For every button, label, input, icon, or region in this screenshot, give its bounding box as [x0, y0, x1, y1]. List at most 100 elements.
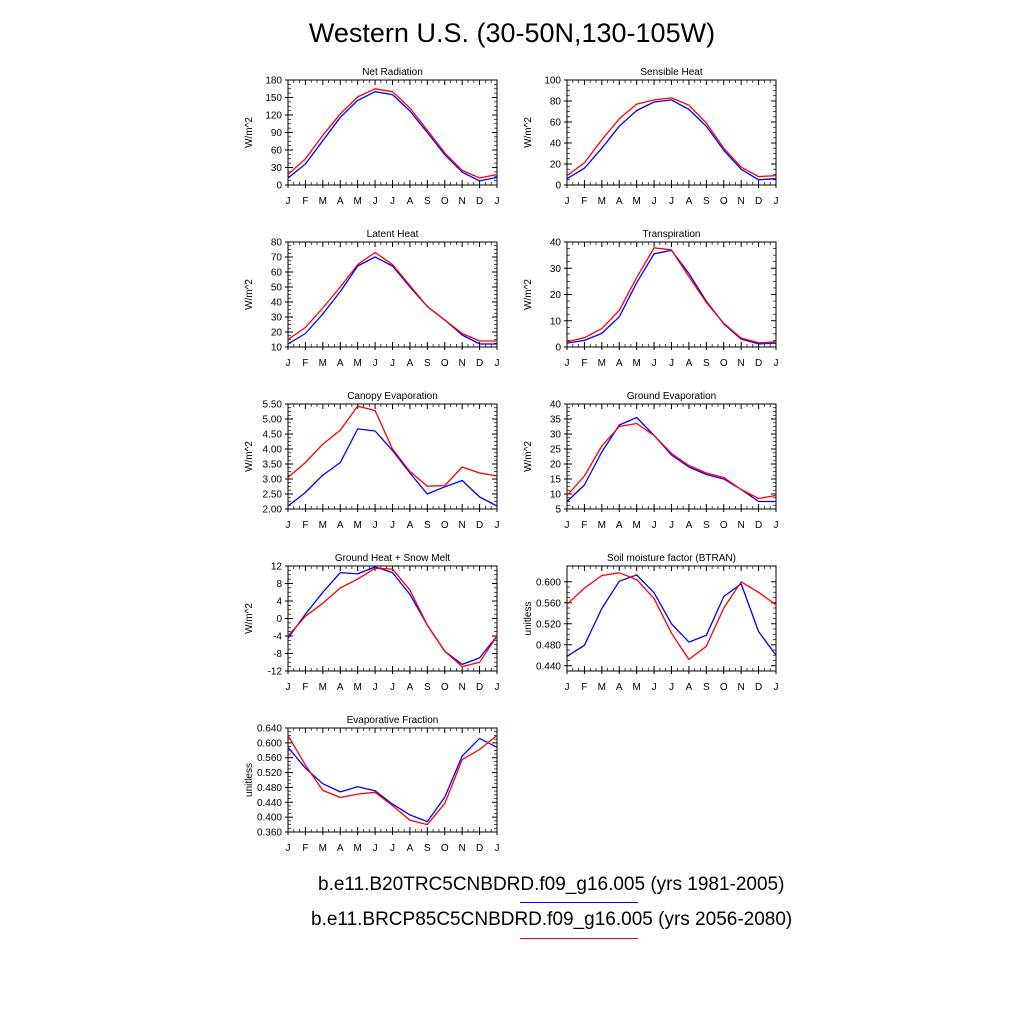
y-tick-label: 4: [276, 597, 282, 608]
x-tick-label: A: [407, 520, 414, 531]
x-tick-label: A: [337, 358, 344, 369]
x-tick-label: J: [373, 196, 378, 207]
y-tick-label: 0.440: [257, 798, 282, 809]
x-tick-label: J: [495, 358, 500, 369]
x-tick-label: O: [720, 520, 728, 531]
x-tick-label: A: [407, 196, 414, 207]
x-tick-label: D: [476, 196, 483, 207]
plot-frame: [566, 241, 777, 348]
plot-frame: [287, 241, 498, 348]
x-tick-label: J: [286, 196, 291, 207]
panel-title: Net Radiation: [362, 67, 423, 78]
series-line-1: [566, 416, 776, 503]
legend-swatch-1: [520, 902, 638, 903]
y-tick-label: 0.440: [536, 661, 561, 672]
y-tick-label: -12: [268, 667, 283, 678]
x-tick-label: M: [598, 682, 606, 693]
y-tick-label: 8: [276, 579, 282, 590]
y-tick-label: 80: [550, 97, 562, 108]
x-tick-label: M: [353, 520, 361, 531]
x-tick-label: J: [669, 520, 674, 531]
x-tick-label: J: [495, 196, 500, 207]
y-tick-label: 0: [276, 614, 282, 625]
x-tick-label: N: [738, 520, 745, 531]
x-tick-label: M: [319, 682, 327, 693]
y-tick-label: 70: [271, 253, 283, 264]
y-axis-label: W/m^2: [244, 279, 255, 310]
y-tick-label: 4.50: [263, 430, 283, 441]
plot-frame: [287, 403, 498, 510]
x-tick-label: A: [337, 682, 344, 693]
x-tick-label: N: [459, 196, 466, 207]
y-axis-label: W/m^2: [244, 603, 255, 634]
y-tick-label: 40: [271, 298, 283, 309]
panel-title: Latent Heat: [367, 229, 419, 240]
x-tick-label: F: [581, 358, 587, 369]
y-tick-label: 80: [271, 238, 283, 249]
series-line-2: [287, 88, 498, 179]
series-line-2: [566, 572, 777, 661]
x-tick-label: J: [495, 843, 500, 854]
x-tick-label: M: [632, 358, 640, 369]
y-tick-label: 0.600: [536, 577, 561, 588]
legend-swatch-2: [520, 938, 638, 939]
x-tick-label: J: [495, 520, 500, 531]
x-tick-label: J: [774, 196, 779, 207]
x-tick-label: J: [652, 682, 657, 693]
x-tick-label: D: [755, 682, 762, 693]
x-tick-label: N: [738, 682, 745, 693]
x-tick-label: J: [774, 358, 779, 369]
x-tick-label: A: [337, 196, 344, 207]
x-tick-label: A: [407, 843, 414, 854]
x-tick-label: J: [373, 358, 378, 369]
y-tick-label: 120: [265, 111, 282, 122]
x-tick-label: A: [616, 196, 623, 207]
series-line-1: [566, 99, 777, 181]
x-tick-label: O: [720, 358, 728, 369]
y-tick-label: 30: [550, 264, 562, 275]
page-title: Western U.S. (30-50N,130-105W): [308, 18, 716, 48]
x-tick-label: A: [686, 358, 693, 369]
x-tick-label: D: [476, 520, 483, 531]
x-tick-label: M: [319, 520, 327, 531]
series-line-2: [566, 247, 777, 344]
y-tick-label: 25: [550, 445, 562, 456]
series-line-1: [566, 574, 777, 657]
series-line-2: [287, 734, 498, 826]
x-tick-label: M: [598, 358, 606, 369]
x-tick-label: D: [476, 682, 483, 693]
y-tick-label: 0.600: [257, 738, 282, 749]
y-tick-label: 60: [550, 118, 562, 129]
x-tick-label: M: [353, 682, 361, 693]
series-line-1: [287, 737, 498, 823]
y-tick-label: 40: [550, 238, 562, 249]
y-tick-label: 5.50: [263, 400, 283, 411]
y-tick-label: 5: [555, 505, 561, 516]
x-tick-label: J: [669, 682, 674, 693]
legend-label-2: b.e11.BRCP85C5CNBDRD.f09_g16.005 (yrs 20…: [311, 909, 793, 930]
y-tick-label: 35: [550, 415, 562, 426]
y-tick-label: 20: [271, 328, 283, 339]
plot-frame: [566, 565, 777, 672]
x-tick-label: A: [616, 358, 623, 369]
y-tick-label: -8: [273, 649, 282, 660]
x-tick-label: J: [565, 520, 570, 531]
x-tick-label: J: [495, 682, 500, 693]
panel-title: Transpiration: [643, 229, 701, 240]
x-tick-label: N: [738, 196, 745, 207]
x-tick-label: J: [286, 358, 291, 369]
panel-title: Ground Heat + Snow Melt: [335, 553, 451, 564]
series-line-1: [287, 91, 498, 182]
x-tick-label: F: [581, 520, 587, 531]
y-tick-label: 12: [271, 562, 283, 573]
x-tick-label: S: [424, 196, 431, 207]
x-tick-label: A: [686, 196, 693, 207]
x-tick-label: A: [337, 843, 344, 854]
y-tick-label: 3.00: [263, 475, 283, 486]
x-tick-label: J: [669, 196, 674, 207]
x-tick-label: F: [581, 196, 587, 207]
